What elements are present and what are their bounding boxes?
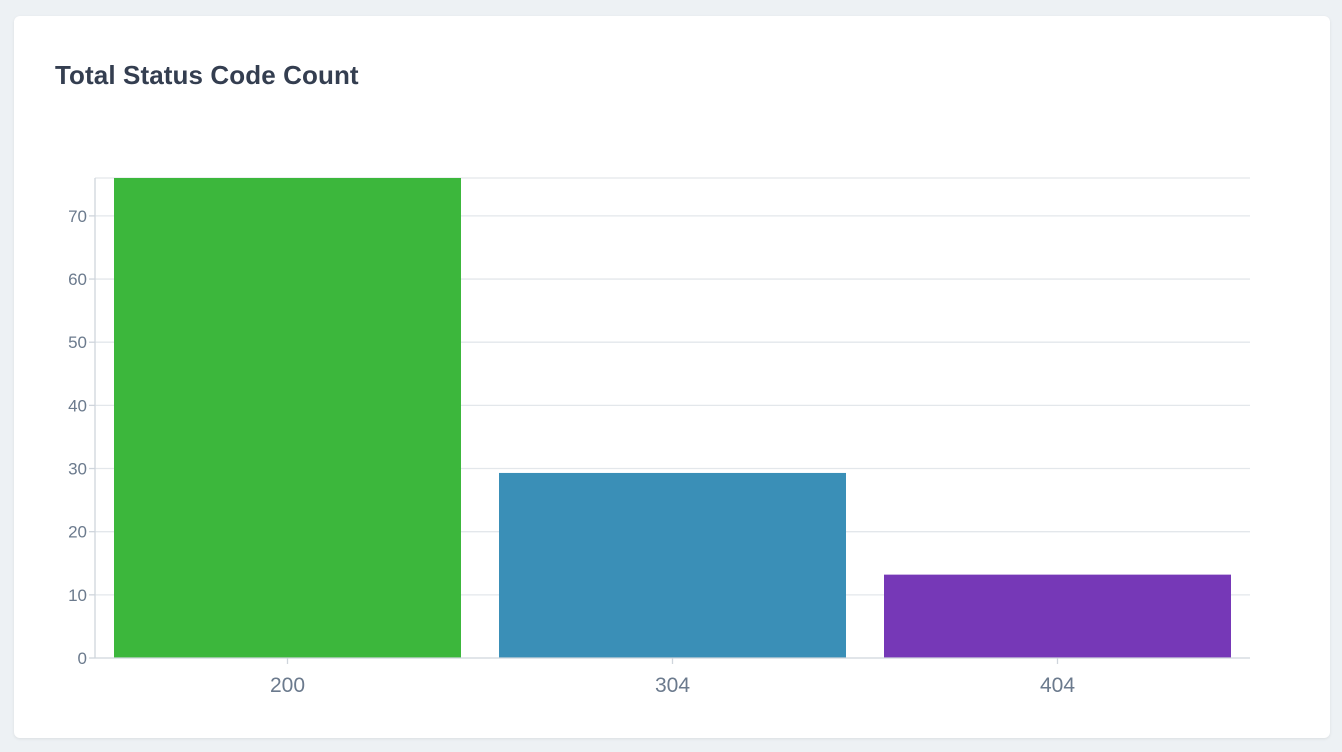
y-tick-label: 60 [68, 270, 87, 289]
y-tick-label: 10 [68, 586, 87, 605]
y-axis-tick-labels: 0 10 20 30 40 50 60 70 [68, 207, 87, 668]
y-tick-label: 30 [68, 460, 87, 479]
x-tick-label: 404 [1040, 674, 1075, 697]
chart-title: Total Status Code Count [55, 60, 359, 90]
chart-bars [114, 178, 1231, 658]
x-tick-label: 304 [655, 674, 690, 697]
y-tick-label: 20 [68, 523, 87, 542]
bar-304[interactable] [499, 472, 846, 658]
chart-card: Total Status Code Count 0 10 20 30 40 50 60 70 … [14, 16, 1330, 738]
x-axis-tick-labels: 200 304 404 [270, 674, 1075, 697]
y-tick-label: 40 [68, 396, 87, 415]
y-tick-label: 0 [78, 649, 87, 668]
bar-404[interactable] [884, 574, 1231, 658]
x-tick-label: 200 [270, 674, 305, 697]
chart-axes [89, 178, 1250, 664]
bar-200[interactable] [114, 178, 461, 658]
y-tick-label: 70 [68, 207, 87, 226]
y-tick-label: 50 [68, 333, 87, 352]
status-code-bar-chart: 0 10 20 30 40 50 60 70 200 304 404 [68, 177, 1250, 697]
